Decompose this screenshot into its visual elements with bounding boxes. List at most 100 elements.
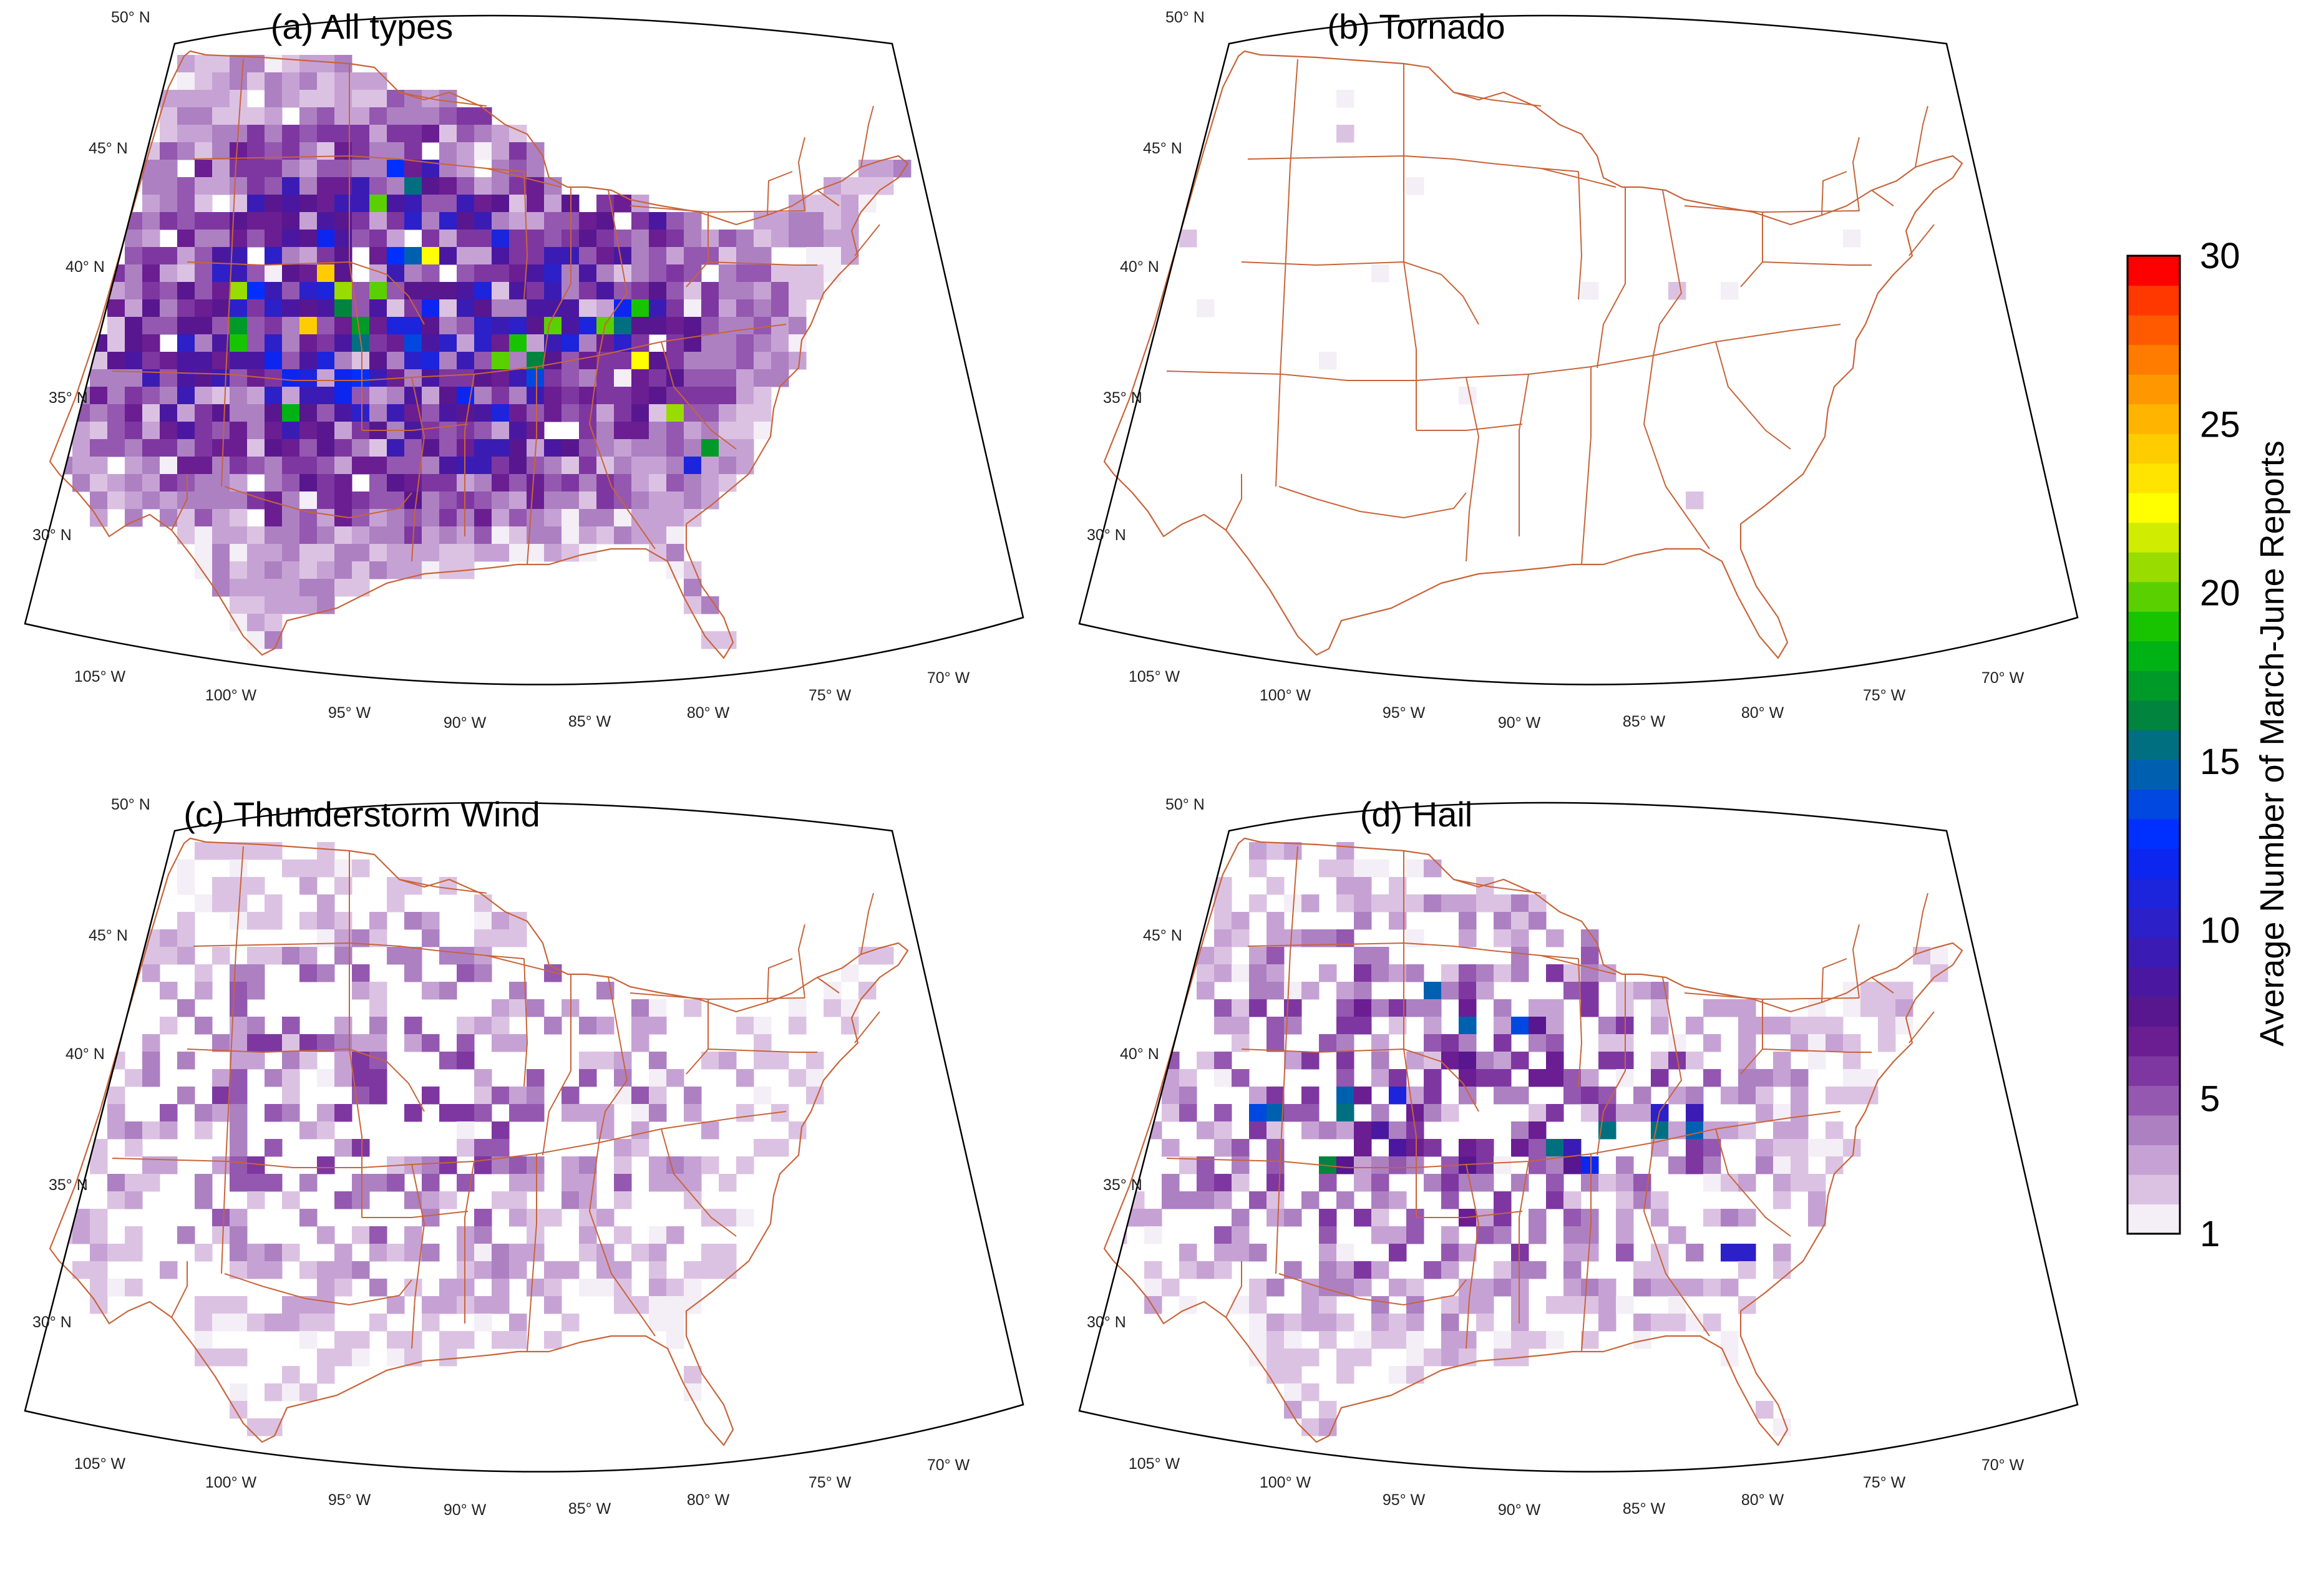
heat-cell	[736, 282, 754, 300]
heat-cell	[422, 299, 440, 317]
heat-cell	[1232, 1209, 1250, 1227]
heat-cell	[125, 1191, 143, 1209]
heat-cell	[230, 439, 248, 457]
heat-cell	[1249, 1087, 1267, 1105]
heat-cell	[369, 1034, 387, 1052]
heat-cell	[474, 912, 492, 930]
heat-cell	[247, 1244, 265, 1262]
heat-cell	[404, 912, 422, 930]
colorbar-swatch	[2127, 285, 2180, 316]
heat-cell	[72, 439, 90, 457]
heat-cell	[736, 457, 754, 475]
longitude-label: 85° W	[1623, 1500, 1666, 1518]
longitude-label: 105° W	[74, 1455, 126, 1473]
heat-cell	[579, 299, 597, 317]
heat-cell	[527, 491, 545, 510]
heat-cell	[369, 1017, 387, 1035]
heat-cell	[1284, 1314, 1302, 1332]
heat-cell	[212, 125, 230, 143]
heat-cell	[247, 160, 265, 178]
heat-cell	[1511, 929, 1529, 947]
heat-cell	[265, 72, 283, 90]
heat-cell	[1214, 1261, 1232, 1279]
heat-cell	[265, 1314, 283, 1332]
heat-cell	[614, 1156, 632, 1174]
heat-cell	[404, 160, 422, 178]
heat-cell	[1406, 1052, 1424, 1070]
heat-cell	[195, 964, 213, 982]
heat-cell	[1773, 1017, 1791, 1035]
heat-cell	[265, 125, 283, 143]
heat-cell	[107, 334, 125, 352]
heat-cell	[614, 387, 632, 405]
heat-cell	[247, 212, 265, 230]
heat-cell	[422, 1314, 440, 1332]
heat-cell	[1144, 1279, 1162, 1297]
heat-cell	[684, 579, 702, 597]
heat-cell	[195, 142, 213, 160]
heat-cell	[212, 299, 230, 317]
state-border	[542, 187, 571, 369]
heat-cell	[1267, 912, 1285, 930]
heat-cell	[684, 1279, 702, 1297]
heat-cell	[649, 491, 667, 510]
heat-cell	[1686, 1052, 1704, 1070]
heat-cell	[107, 1279, 125, 1297]
heat-cell	[666, 1069, 684, 1087]
heat-cell	[422, 282, 440, 300]
heat-cell	[247, 579, 265, 597]
heat-cell	[195, 264, 213, 283]
heat-cell	[422, 317, 440, 335]
heat-cell	[282, 282, 300, 300]
heat-cell	[1354, 999, 1372, 1017]
heat-cell	[142, 1052, 160, 1070]
heat-cell	[1371, 1069, 1389, 1087]
heat-cell	[195, 125, 213, 143]
heat-cell	[404, 212, 422, 230]
heat-cell	[1459, 1139, 1477, 1157]
heat-cell	[1808, 1052, 1826, 1070]
heat-cell	[247, 631, 265, 649]
heat-cell	[1162, 1104, 1180, 1122]
heat-cell	[666, 491, 684, 510]
heat-cell	[684, 317, 702, 335]
heat-cell	[439, 369, 457, 387]
heat-cell	[1826, 1034, 1844, 1052]
colorbar-swatch	[2127, 996, 2180, 1027]
heat-cell	[1826, 1156, 1844, 1174]
heat-cell	[404, 1104, 422, 1122]
heat-cell	[230, 1209, 248, 1227]
heat-cell	[107, 474, 125, 492]
heat-cell	[719, 1174, 737, 1192]
heat-cell	[754, 352, 772, 370]
heat-cell	[666, 1296, 684, 1314]
heat-cell	[1529, 999, 1547, 1017]
heat-cell	[1494, 1156, 1512, 1174]
heat-cell	[369, 1244, 387, 1262]
heat-cell	[1214, 1104, 1232, 1122]
heat-cell	[457, 125, 475, 143]
heat-cell	[1476, 1139, 1494, 1157]
heat-cell	[334, 544, 352, 562]
heat-cell	[317, 422, 335, 440]
heat-cell	[1651, 999, 1669, 1017]
heat-cell	[247, 125, 265, 143]
longitude-label: 105° W	[74, 668, 126, 685]
heat-cell	[736, 1209, 754, 1227]
heat-cell	[404, 352, 422, 370]
heat-cell	[631, 317, 649, 335]
heat-cell	[195, 72, 213, 90]
heat-cell	[1371, 1121, 1389, 1140]
heat-cell	[1721, 1121, 1739, 1140]
heat-cell	[422, 491, 440, 510]
heat-cell	[701, 474, 719, 492]
heat-cell	[247, 107, 265, 125]
heat-cell	[1476, 1279, 1494, 1297]
heat-cell	[387, 160, 405, 178]
heat-cell	[1214, 1174, 1232, 1192]
heat-cell	[265, 614, 283, 632]
heat-cell	[1284, 842, 1302, 860]
heat-cell	[701, 404, 719, 422]
